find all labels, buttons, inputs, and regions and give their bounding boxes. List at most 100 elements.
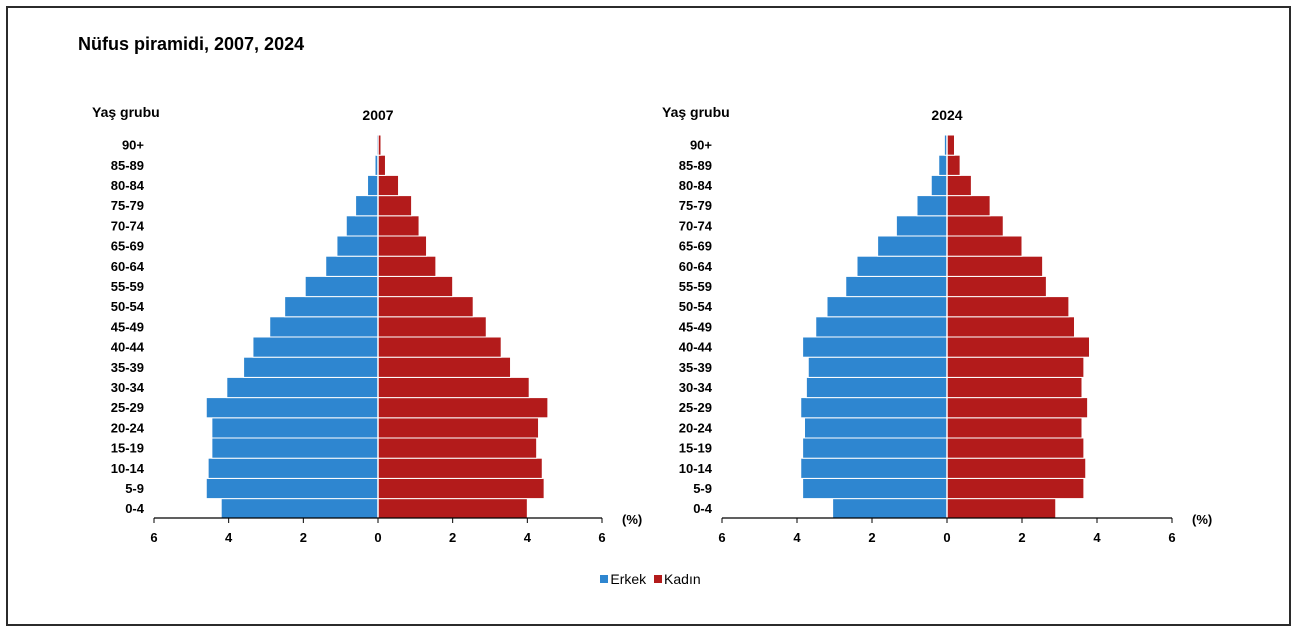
bar-female-75-79 <box>377 195 413 217</box>
bar-male-55-59 <box>304 275 379 298</box>
x-tick-label: 2 <box>300 530 307 545</box>
age-label-80-84: 80-84 <box>679 178 713 193</box>
x-tick-label: 4 <box>225 530 233 545</box>
bar-female-60-64 <box>377 255 437 277</box>
bar-female-40-44 <box>377 336 502 358</box>
bar-female-45-49 <box>946 316 1075 338</box>
bar-female-50-54 <box>946 296 1070 318</box>
y-axis-title: Yaş grubu <box>92 104 160 120</box>
bar-female-30-34 <box>946 376 1083 399</box>
bar-male-80-84 <box>930 174 948 197</box>
bar-female-70-74 <box>377 215 420 237</box>
age-label-80-84: 80-84 <box>111 178 145 193</box>
bar-female-85-89 <box>946 154 961 176</box>
bar-male-60-64 <box>856 255 948 277</box>
legend-swatch-male <box>600 575 609 583</box>
bar-male-30-34 <box>226 376 379 399</box>
bar-male-65-69 <box>336 235 379 257</box>
legend-item-male: Erkek <box>600 571 646 587</box>
age-label-45-49: 45-49 <box>111 319 144 334</box>
bar-male-5-9 <box>802 477 948 500</box>
age-label-90+: 90+ <box>122 138 144 153</box>
bar-male-85-89 <box>938 154 948 176</box>
age-label-40-44: 40-44 <box>111 340 145 355</box>
x-axis-unit: (%) <box>1192 512 1212 527</box>
bar-female-30-34 <box>377 376 530 399</box>
x-tick-label: 2 <box>868 530 875 545</box>
age-label-50-54: 50-54 <box>679 299 713 314</box>
page-title: Nüfus piramidi, 2007, 2024 <box>78 34 305 54</box>
age-label-20-24: 20-24 <box>679 420 713 435</box>
bar-male-0-4 <box>220 498 379 520</box>
age-label-45-49: 45-49 <box>679 319 712 334</box>
age-label-40-44: 40-44 <box>679 340 713 355</box>
bar-female-80-84 <box>377 174 400 197</box>
age-label-75-79: 75-79 <box>679 198 712 213</box>
bar-male-70-74 <box>345 215 379 237</box>
bar-female-80-84 <box>946 174 972 197</box>
legend-item-female: Kadın <box>654 571 701 587</box>
bar-male-15-19 <box>211 437 379 459</box>
bar-female-85-89 <box>377 154 386 176</box>
chart-frame <box>6 6 1291 626</box>
bar-female-10-14 <box>377 457 543 479</box>
bar-female-60-64 <box>946 255 1044 277</box>
age-label-55-59: 55-59 <box>111 279 144 294</box>
bar-female-5-9 <box>377 477 545 500</box>
bar-male-35-39 <box>243 356 379 378</box>
legend: Erkek Kadın <box>0 571 1301 587</box>
age-label-5-9: 5-9 <box>125 481 144 496</box>
bar-female-0-4 <box>946 498 1057 520</box>
x-tick-label: 6 <box>718 530 725 545</box>
age-label-85-89: 85-89 <box>111 158 144 173</box>
bar-male-35-39 <box>807 356 948 378</box>
bar-female-15-19 <box>946 437 1085 459</box>
bar-female-65-69 <box>377 235 428 257</box>
bar-female-70-74 <box>946 215 1004 237</box>
bar-male-40-44 <box>802 336 948 358</box>
bar-male-25-29 <box>205 397 379 419</box>
x-tick-label: 0 <box>943 530 950 545</box>
bar-female-0-4 <box>377 498 528 520</box>
panel-title: 2024 <box>931 107 962 123</box>
bar-female-40-44 <box>946 336 1090 358</box>
x-tick-label: 6 <box>598 530 605 545</box>
age-label-0-4: 0-4 <box>693 501 713 516</box>
bar-male-15-19 <box>802 437 948 459</box>
bar-male-40-44 <box>252 336 379 358</box>
age-label-30-34: 30-34 <box>679 380 713 395</box>
bar-male-0-4 <box>832 498 948 520</box>
age-label-60-64: 60-64 <box>679 259 713 274</box>
x-axis-unit: (%) <box>622 512 642 527</box>
age-label-55-59: 55-59 <box>679 279 712 294</box>
legend-swatch-female <box>654 575 663 583</box>
age-label-50-54: 50-54 <box>111 299 145 314</box>
bar-female-35-39 <box>946 356 1085 378</box>
bar-male-5-9 <box>205 477 379 500</box>
age-label-60-64: 60-64 <box>111 259 145 274</box>
bar-female-55-59 <box>946 275 1047 298</box>
age-label-65-69: 65-69 <box>111 239 144 254</box>
bar-male-80-84 <box>367 174 379 197</box>
bar-male-65-69 <box>877 235 948 257</box>
x-tick-label: 6 <box>1168 530 1175 545</box>
age-label-30-34: 30-34 <box>111 380 145 395</box>
age-label-70-74: 70-74 <box>679 218 713 233</box>
bar-male-10-14 <box>207 457 379 479</box>
bar-male-10-14 <box>800 457 948 479</box>
bar-female-90+ <box>946 134 955 156</box>
age-label-5-9: 5-9 <box>693 481 712 496</box>
bar-female-5-9 <box>946 477 1085 500</box>
bar-male-55-59 <box>845 275 948 298</box>
bar-male-70-74 <box>895 215 948 237</box>
bar-male-20-24 <box>804 417 948 439</box>
bar-female-50-54 <box>377 296 474 318</box>
age-label-10-14: 10-14 <box>679 461 713 476</box>
x-tick-label: 4 <box>524 530 532 545</box>
bar-male-20-24 <box>211 417 379 439</box>
bar-male-45-49 <box>269 316 379 338</box>
bar-female-20-24 <box>946 417 1083 439</box>
bar-female-65-69 <box>946 235 1023 257</box>
age-label-0-4: 0-4 <box>125 501 145 516</box>
x-tick-label: 4 <box>1093 530 1101 545</box>
